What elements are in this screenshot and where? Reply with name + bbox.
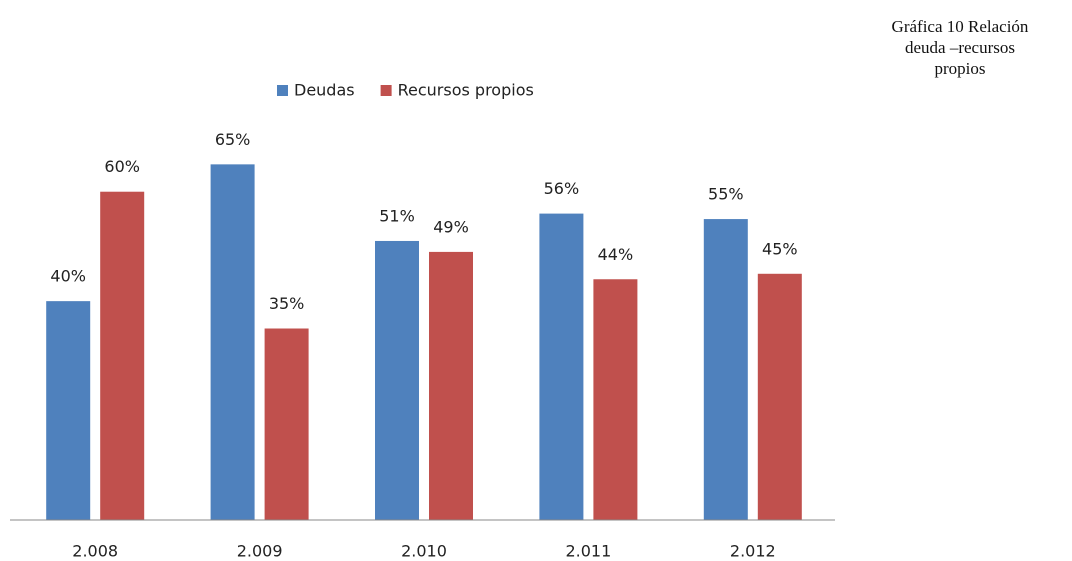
data-label: 45% [762,239,798,258]
data-label: 44% [598,245,634,264]
bar [539,213,584,520]
legend-swatch [380,85,392,96]
legend-label: Deudas [294,81,355,100]
bar [703,219,748,521]
bar [375,240,419,520]
x-tick-label: 2.008 [72,542,118,561]
bar [100,191,145,520]
bar [210,164,255,520]
bar [264,328,309,520]
data-label: 35% [269,294,305,313]
data-label: 65% [215,130,251,149]
legend-swatch [277,85,288,96]
legend-label: Recursos propios [398,81,534,100]
x-tick-label: 2.010 [401,542,447,561]
x-tick-label: 2.009 [237,542,283,561]
chart-title: Gráfica 10 Relación deuda –recursos prop… [891,17,1029,78]
bar [46,301,91,520]
x-tick-label: 2.011 [565,542,611,561]
data-label: 56% [544,179,580,198]
data-label: 51% [379,206,415,225]
data-label: 55% [708,185,744,204]
data-label: 40% [50,267,86,286]
data-label: 60% [104,157,140,176]
x-tick-label: 2.012 [730,542,776,561]
bar [757,273,802,520]
data-label: 49% [433,217,469,236]
bar [593,279,638,520]
bar [429,251,473,520]
